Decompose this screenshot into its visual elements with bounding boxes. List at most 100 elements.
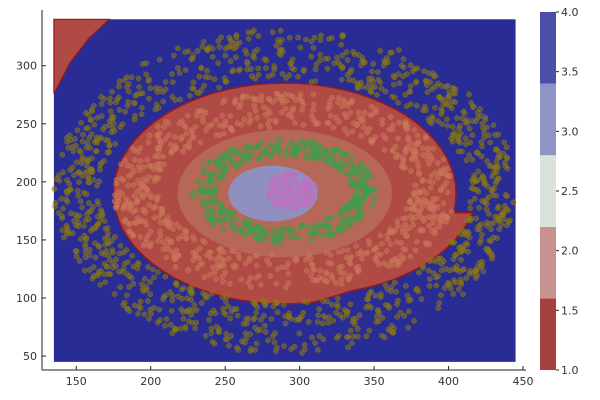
data-point: [271, 339, 278, 346]
data-point: [402, 221, 409, 228]
data-point: [86, 267, 93, 273]
data-point: [395, 99, 402, 106]
data-point: [338, 41, 345, 48]
data-point: [216, 44, 223, 50]
data-point: [433, 282, 440, 289]
data-point: [429, 86, 435, 92]
data-point: [287, 92, 293, 99]
data-point: [273, 280, 280, 287]
data-point: [426, 223, 433, 229]
data-point: [218, 245, 224, 252]
data-point: [76, 258, 83, 264]
data-point: [126, 228, 133, 235]
data-point: [172, 264, 179, 270]
data-point: [413, 78, 420, 85]
data-point: [435, 305, 442, 311]
data-point: [107, 108, 114, 114]
data-point: [233, 148, 240, 155]
data-point: [280, 225, 287, 232]
data-point: [353, 243, 360, 249]
data-point: [412, 148, 419, 155]
data-point: [402, 246, 409, 253]
data-point: [401, 312, 408, 319]
data-point: [424, 89, 431, 95]
data-point: [359, 255, 365, 262]
data-point: [472, 275, 479, 281]
data-point: [350, 333, 356, 340]
data-point: [355, 267, 362, 274]
data-point: [156, 306, 163, 313]
data-point: [451, 129, 458, 136]
data-point: [60, 169, 66, 176]
data-point: [219, 273, 226, 280]
data-point: [267, 273, 274, 279]
data-point: [106, 149, 112, 155]
data-point: [402, 232, 409, 239]
data-point: [479, 172, 486, 179]
data-point: [286, 34, 293, 41]
data-point: [487, 139, 494, 146]
data-point: [358, 248, 364, 255]
data-point: [263, 65, 269, 71]
data-point: [180, 315, 187, 322]
data-point: [243, 216, 249, 223]
data-point: [98, 113, 105, 119]
data-point: [300, 122, 307, 128]
data-point: [436, 94, 442, 100]
data-point: [101, 96, 108, 102]
data-point: [429, 113, 436, 120]
data-point: [238, 276, 245, 283]
data-point: [311, 34, 318, 41]
data-point: [75, 169, 82, 176]
data-point: [496, 217, 503, 224]
data-point: [98, 101, 105, 107]
data-point: [79, 138, 86, 145]
data-point: [98, 250, 105, 256]
data-point: [375, 318, 382, 325]
data-point: [376, 310, 383, 317]
data-point: [310, 116, 317, 123]
data-point: [208, 207, 215, 213]
data-point: [252, 253, 258, 260]
data-point: [206, 272, 213, 278]
data-point: [109, 88, 115, 95]
data-point: [153, 85, 159, 91]
data-point: [411, 205, 418, 212]
data-point: [368, 103, 375, 110]
data-point: [429, 156, 435, 163]
data-point: [360, 59, 367, 66]
data-point: [366, 241, 373, 248]
data-point: [336, 225, 343, 232]
data-point: [405, 134, 412, 141]
data-point: [136, 163, 142, 170]
data-point: [204, 67, 210, 74]
data-point: [75, 192, 82, 199]
data-point: [178, 286, 185, 293]
data-point: [291, 120, 298, 126]
data-point: [82, 241, 89, 248]
data-point: [328, 156, 335, 163]
data-point: [193, 307, 200, 313]
data-point: [303, 256, 309, 263]
data-point: [297, 137, 304, 144]
data-point: [339, 64, 346, 70]
data-point: [110, 264, 116, 271]
data-point: [371, 195, 378, 202]
data-point: [248, 284, 254, 290]
data-point: [219, 155, 226, 162]
data-point: [322, 159, 329, 166]
data-point: [312, 340, 318, 346]
y-tick-label: 200: [16, 176, 37, 189]
colorbar-level-0: [540, 298, 556, 370]
data-point: [61, 234, 67, 241]
data-point: [441, 166, 447, 172]
data-point: [89, 225, 96, 232]
data-point: [415, 163, 422, 170]
data-point: [98, 209, 105, 216]
data-point: [488, 188, 495, 194]
data-point: [338, 220, 345, 227]
data-point: [392, 143, 399, 150]
data-point: [130, 263, 137, 270]
data-point: [405, 297, 412, 304]
data-point: [247, 275, 254, 281]
